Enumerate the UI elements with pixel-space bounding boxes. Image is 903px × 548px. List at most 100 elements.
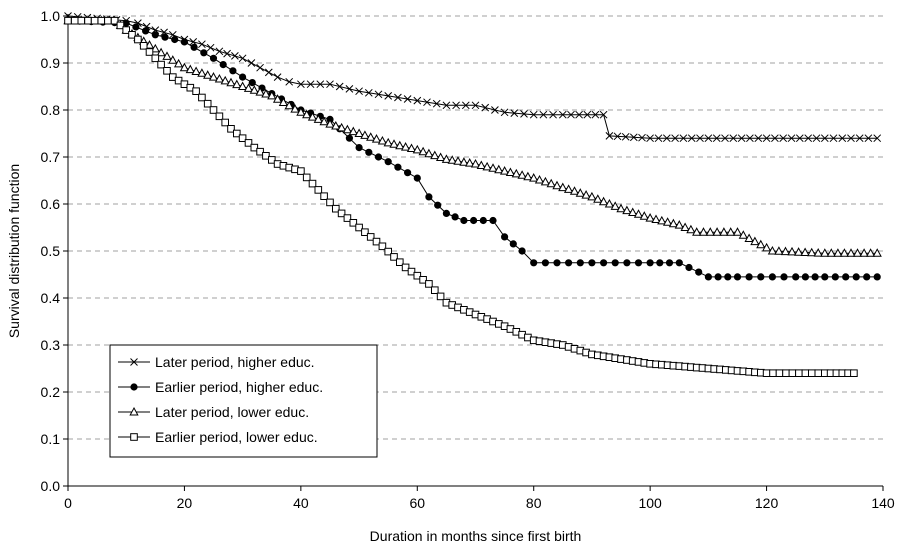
data-point [811,273,819,281]
y-axis-title: Survival distribution function [6,164,22,338]
data-point [509,240,517,248]
x-tick-label: 40 [293,495,309,511]
data-point [90,16,99,25]
data-point [489,216,497,225]
data-point [345,84,354,93]
data-point [745,273,753,281]
x-tick-label: 80 [526,495,542,511]
legend-marker [130,433,138,441]
data-point [434,201,442,209]
data-point [197,40,206,49]
data-point [714,273,722,281]
data-point [872,248,882,257]
legend: Later period, higher educ. Earlier period… [109,344,378,458]
data-point [190,43,198,51]
data-point [436,292,445,301]
data-point [460,216,468,225]
data-point [873,273,881,281]
data-point [665,259,674,267]
data-point [801,369,810,377]
data-point [64,16,72,25]
data-point [223,49,232,58]
data-point [842,273,850,281]
series-open-square [64,16,858,377]
y-tick-label: 1.0 [41,8,61,24]
data-point [97,16,106,25]
data-point [139,42,148,50]
data-point [142,27,150,35]
series-open-triangle [63,16,882,257]
data-point [335,82,344,91]
data-point [852,273,860,281]
data-point [161,33,169,41]
data-point [634,259,643,267]
data-point [209,106,218,114]
data-point [588,259,596,267]
data-point [840,248,849,257]
tick-labels: 0.0 0.1 0.2 0.3 0.4 0.5 0.6 0.7 0.8 0.9 1.0 0 20 40 60… [41,8,895,511]
legend-item: Later period, lower educ. [118,404,309,420]
x-tick-label: 140 [871,495,895,511]
data-point [451,213,459,221]
data-point [145,48,154,56]
data-point [215,112,224,121]
data-point [365,148,373,156]
data-point [431,286,439,294]
x-tick-label: 100 [638,495,662,511]
data-point [733,273,742,281]
data-point [821,273,829,281]
data-point [564,259,573,267]
data-point [442,209,451,217]
data-point [576,259,584,267]
data-point [530,259,538,267]
y-tick-label: 0.7 [41,149,61,165]
data-point [768,273,777,281]
data-point [209,54,218,62]
axes [63,14,884,491]
data-point [403,169,412,177]
data-point [792,273,800,281]
data-point [320,192,328,200]
data-point [151,31,159,39]
data-point [757,273,765,281]
data-point [695,268,703,276]
data-point [704,273,713,281]
data-point [151,54,160,63]
data-point [863,273,871,281]
x-tick-label: 0 [64,495,72,511]
data-point [256,63,265,72]
data-point [248,79,256,87]
data-point [192,87,200,95]
data-point [171,35,179,44]
data-point [308,179,317,188]
y-tick-label: 0.3 [41,337,61,353]
data-point [518,247,526,255]
data-point [384,158,392,166]
data-point [599,259,608,267]
data-point [831,273,839,281]
data-point [206,43,215,52]
data-point [104,16,112,25]
data-point [775,369,784,377]
series-filled-circle [64,17,881,281]
data-point [685,263,693,272]
x-axis-title: Duration in months since first birth [370,528,582,544]
data-point [297,167,305,175]
data-point [198,93,206,102]
data-point [469,216,478,225]
data-point [611,259,619,267]
series-line [67,15,878,139]
legend-item: Earlier period, higher educ. [118,379,323,395]
data-point [134,35,142,44]
data-point [795,369,803,377]
data-point [646,259,654,267]
y-tick-label: 0.2 [41,384,61,400]
data-point [157,60,165,69]
y-tick-label: 0.6 [41,196,61,212]
data-point [238,54,247,63]
data-point [219,60,227,69]
data-point [203,99,212,108]
legend-item: Earlier period, lower educ. [118,429,318,445]
